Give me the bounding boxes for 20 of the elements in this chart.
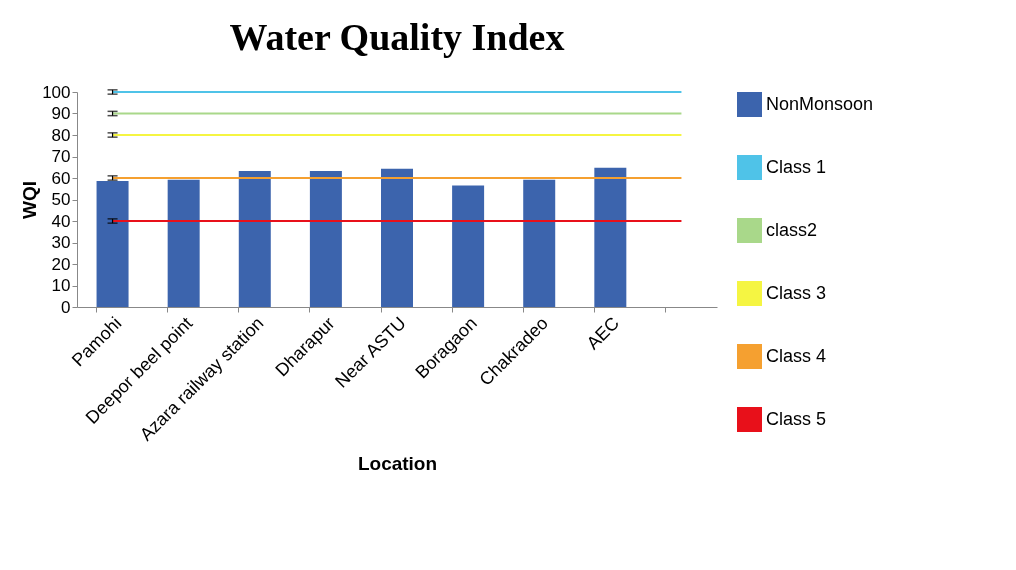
y-tick-label: 80 <box>51 125 71 145</box>
y-tick-label: 100 <box>42 82 71 102</box>
legend-label: Class 3 <box>766 282 827 303</box>
y-tick-label: 60 <box>51 168 71 188</box>
y-tick-label: 0 <box>61 297 71 317</box>
chart-title: Water Quality Index <box>229 16 565 58</box>
y-tick-label: 10 <box>51 276 71 295</box>
y-axis-title: WQI <box>19 181 41 219</box>
y-tick-label: 40 <box>51 211 71 231</box>
x-axis-title: Location <box>357 452 438 474</box>
y-tick-label: 70 <box>51 147 71 166</box>
legend-label: NonMonsoon <box>766 93 874 114</box>
y-tick-label: 30 <box>51 233 71 252</box>
legend-label: class2 <box>766 219 818 240</box>
legend-label: Class 4 <box>766 345 827 366</box>
y-tick-label: 90 <box>51 104 71 123</box>
legend-label: Class 5 <box>766 408 827 429</box>
legend-label: Class 1 <box>766 156 827 177</box>
y-tick-label: 50 <box>51 190 71 209</box>
y-tick-label: 20 <box>51 254 71 274</box>
